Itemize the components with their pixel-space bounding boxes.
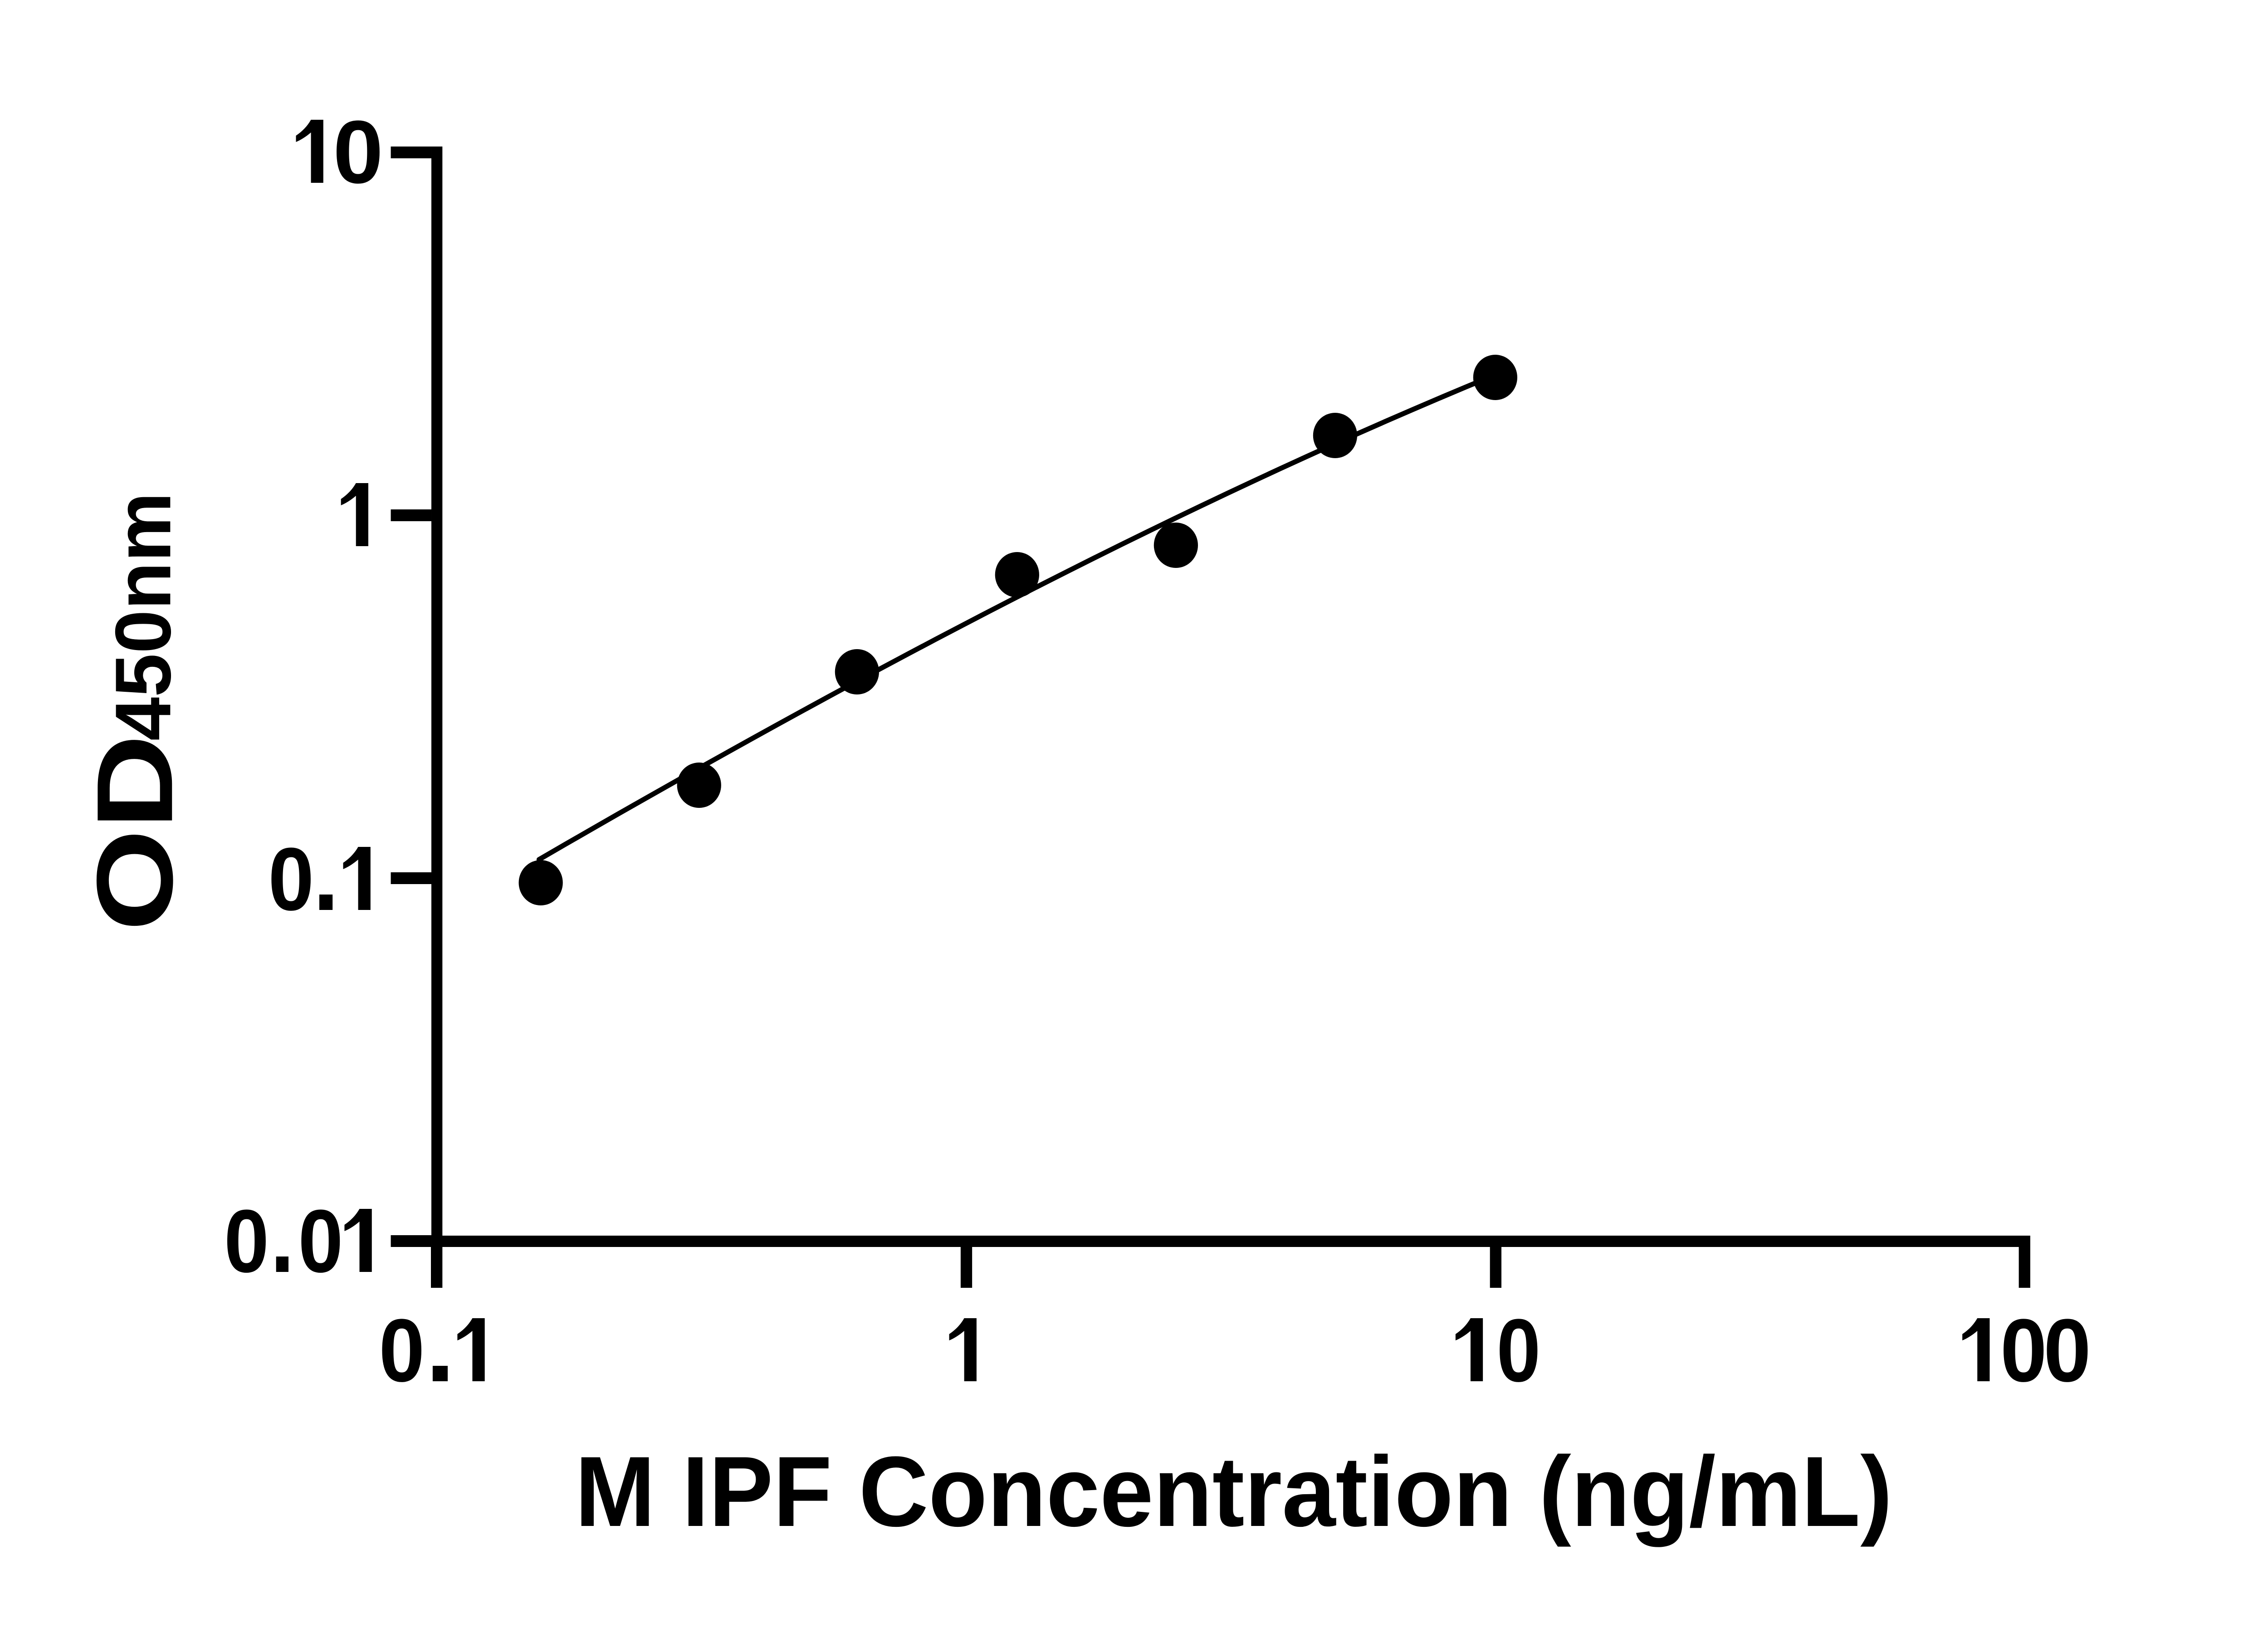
svg-text:0: 0 (268, 830, 314, 929)
svg-text:0: 0 (224, 1192, 269, 1291)
svg-text:0: 0 (298, 1192, 343, 1291)
svg-text:OD: OD (74, 734, 195, 931)
svg-text:0: 0 (379, 1301, 425, 1401)
svg-text:M IPF Concentration (ng/mL): M IPF Concentration (ng/mL) (575, 1436, 1893, 1547)
svg-text:0: 0 (1496, 1301, 1540, 1401)
svg-text:450nm: 450nm (99, 492, 187, 741)
svg-text:0: 0 (333, 103, 383, 202)
svg-text:0: 0 (2000, 1301, 2047, 1401)
svg-text:0: 0 (2043, 1301, 2091, 1401)
